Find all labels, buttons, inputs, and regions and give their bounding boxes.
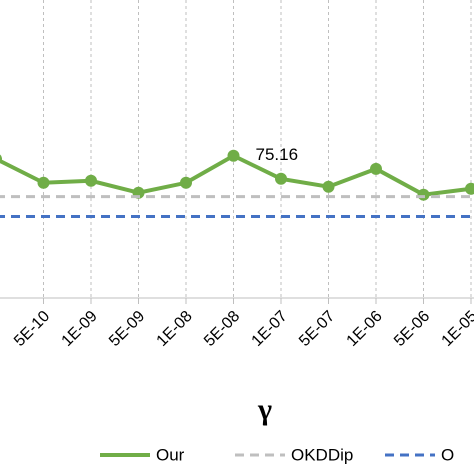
series-line	[0, 153, 472, 197]
legend-label: Our	[156, 445, 185, 464]
point	[180, 176, 192, 189]
x-tick-label: 5E-10	[11, 308, 53, 350]
point	[417, 188, 430, 201]
x-tick-label: 1E-08	[154, 308, 196, 350]
x-tick-label: 1E-06	[344, 308, 386, 350]
point	[275, 172, 287, 185]
point	[227, 149, 240, 162]
x-tick-label: 1E-05	[439, 308, 474, 350]
x-tick-label: 1E-09	[59, 308, 101, 350]
point	[0, 154, 2, 164]
x-tick-label: 5E-08	[201, 308, 243, 350]
x-tick-label: 5E-07	[296, 308, 338, 350]
x-tick-label: 5E-09	[106, 308, 148, 350]
point	[322, 180, 335, 193]
point	[370, 162, 382, 175]
x-tick-label: 1E-07	[249, 308, 291, 350]
x-axis-title: γ	[257, 393, 272, 426]
point	[465, 182, 474, 195]
x-tick-label: 5E-06	[391, 308, 433, 350]
legend-label: OKDDip	[291, 445, 353, 464]
point	[85, 174, 97, 187]
data-label: 75.16	[256, 145, 299, 164]
point	[37, 176, 50, 189]
legend-label: O	[441, 445, 454, 464]
